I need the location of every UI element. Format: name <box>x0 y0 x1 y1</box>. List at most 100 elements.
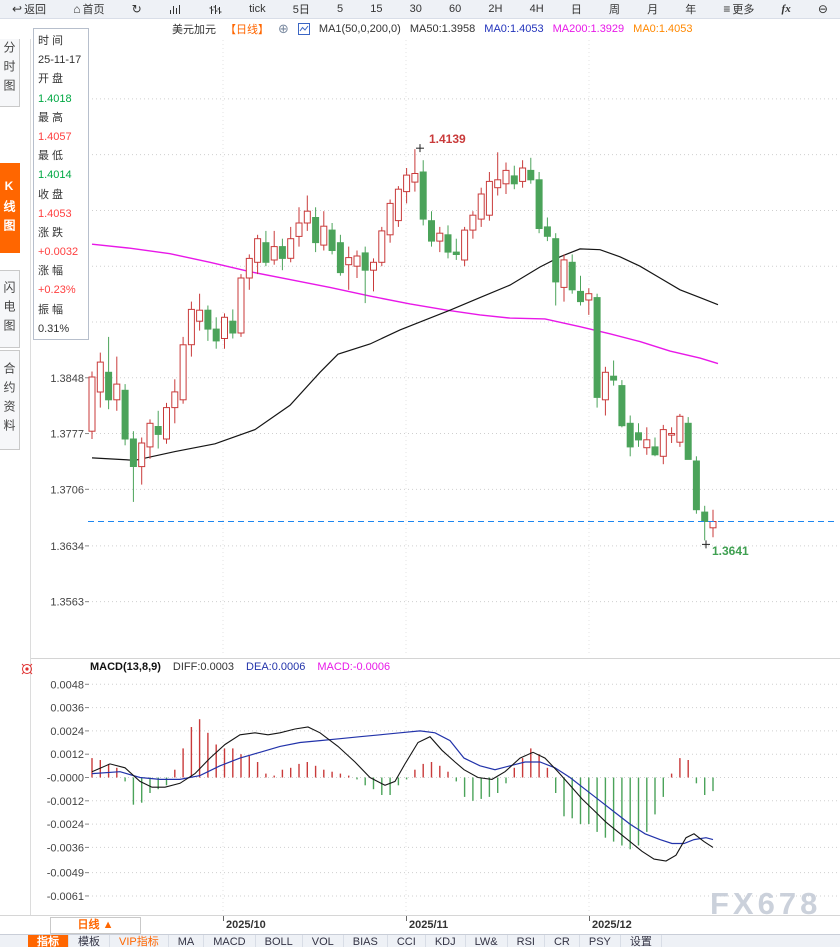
candle-up <box>485 180 493 216</box>
date-axis: 日线 ▲ 2025/10 2025/11 2025/12 <box>0 915 840 935</box>
candle-down <box>635 432 642 441</box>
candle-up <box>378 230 386 263</box>
bottom-tab-boll[interactable]: BOLL <box>256 935 303 947</box>
toolbar-tick-style-button[interactable] <box>209 4 222 15</box>
ma0-orange-value: MA0:1.4053 <box>633 23 693 35</box>
sidebar-tab-time-chart[interactable]: 分时图 <box>0 31 20 107</box>
price-axis-label: 1.3634 <box>50 541 84 553</box>
candle-up <box>411 173 419 183</box>
add-overlay-icon[interactable]: ⊕ <box>278 21 289 36</box>
candle-down <box>121 389 129 440</box>
candle-up <box>709 521 717 529</box>
period-selector-button[interactable]: 日线 ▲ <box>50 917 141 934</box>
toolbar-interval-week[interactable]: 周 <box>609 1 620 17</box>
bottom-tab-macd[interactable]: MACD <box>204 935 256 947</box>
symbol-bar: 美元加元 【日线】 ⊕ MA1(50,0,200,0) MA50:1.3958 … <box>0 19 840 39</box>
candle-down <box>361 252 369 271</box>
ma0-blue-value: MA0:1.4053 <box>484 23 544 35</box>
toolbar-interval-5[interactable]: 5 <box>337 3 343 15</box>
toolbar-interval-30[interactable]: 30 <box>410 3 422 15</box>
candle-down <box>510 175 518 185</box>
candle-up <box>96 361 104 393</box>
toolbar-fx-label: fx <box>781 3 791 15</box>
bottom-tab-cci[interactable]: CCI <box>388 935 426 947</box>
candle-up <box>320 225 328 246</box>
symbol-period-label: 【日线】 <box>225 24 269 36</box>
toolbar-refresh-button[interactable]: ↻ <box>132 3 142 15</box>
toolbar-interval-60[interactable]: 60 <box>449 3 461 15</box>
toolbar-home[interactable]: ⌂ 首页 <box>73 1 104 17</box>
macd-axis-label: -0.0000 <box>47 773 84 785</box>
toolbar-zoom-out-button[interactable]: ⊖ <box>818 3 828 15</box>
toolbar-interval-4h[interactable]: 4H <box>530 3 544 15</box>
info-label: 最 高 <box>38 111 64 124</box>
candle-up <box>394 188 402 222</box>
bottom-tab-psy[interactable]: PSY <box>580 935 621 947</box>
candle-down <box>444 234 452 253</box>
panel-divider <box>0 658 840 659</box>
kline-style-icon[interactable] <box>297 23 310 35</box>
month-tick <box>223 916 224 921</box>
symbol-name: 美元加元 <box>172 24 216 36</box>
candle-up <box>643 439 651 449</box>
candle-up <box>88 376 96 432</box>
info-label: 涨 幅 <box>38 265 64 278</box>
toolbar-interval-5d[interactable]: 5日 <box>293 1 310 17</box>
bottom-tab-cr[interactable]: CR <box>545 935 580 947</box>
candle-down <box>568 261 576 291</box>
sidebar-tab-kline-chart[interactable]: K线图 <box>0 163 20 253</box>
candle-up <box>519 167 527 182</box>
toolbar-interval-2h[interactable]: 2H <box>488 3 502 15</box>
macd-axis-label: 0.0012 <box>50 749 84 761</box>
candle-up <box>295 222 303 237</box>
candle-down <box>577 290 584 303</box>
toolbar-interval-30-label: 30 <box>409 3 422 15</box>
toolbar-interval-month[interactable]: 月 <box>647 1 658 17</box>
sidebar-tab-contract-info[interactable]: 合约资料 <box>0 350 20 450</box>
candle-up <box>179 344 187 401</box>
macd-axis-label: 0.0048 <box>50 679 84 691</box>
bottom-tab-rsi[interactable]: RSI <box>508 935 545 947</box>
toolbar-back[interactable]: ↩ 返回 <box>12 1 46 17</box>
candle-up <box>461 229 469 261</box>
bottom-tab-settings[interactable]: 设置 <box>621 935 662 947</box>
toolbar-interval-15[interactable]: 15 <box>370 3 382 15</box>
info-value: +0.23% <box>38 284 76 297</box>
ohlc-info-panel: 时 间 25-11-17 开 盘 1.4018 最 高 1.4057 最 低 1.4014 收 … <box>33 28 89 340</box>
dea-line <box>91 730 714 845</box>
toolbar-fx[interactable]: fx <box>782 3 791 15</box>
sidebar-tab-flash-chart[interactable]: 闪电图 <box>0 270 20 348</box>
candle-down <box>229 320 237 334</box>
toolbar-chart-style-button[interactable] <box>169 4 182 15</box>
candle-up <box>187 308 195 346</box>
toolbar-interval-year[interactable]: 年 <box>685 1 696 17</box>
candle-down <box>105 371 113 401</box>
toolbar-interval-tick[interactable]: tick <box>249 3 266 15</box>
toolbar-more[interactable]: ≡ 更多 <box>723 1 754 17</box>
candle-up <box>494 179 502 189</box>
macd-axis-label: -0.0012 <box>47 796 84 808</box>
candle-down <box>428 220 435 242</box>
bottom-tab-indicators[interactable]: 指标 <box>28 935 69 947</box>
candle-up <box>659 429 667 457</box>
toolbar-interval-day[interactable]: 日 <box>571 1 582 17</box>
bottom-tab-kdj[interactable]: KDJ <box>426 935 466 947</box>
bottom-tab-bias[interactable]: BIAS <box>344 935 388 947</box>
bottom-tab-templates[interactable]: 模板 <box>69 935 110 947</box>
toolbar-interval-4h-label: 4H <box>529 3 544 15</box>
candle-down <box>543 226 551 237</box>
bottom-tab-vol[interactable]: VOL <box>303 935 344 947</box>
toolbar-more-label: 更多 <box>732 4 755 16</box>
candle-up <box>676 415 684 443</box>
candle-up <box>113 383 121 401</box>
bottom-tab-lwr[interactable]: LW& <box>466 935 508 947</box>
candle-down <box>452 251 460 256</box>
bottom-tab-ma[interactable]: MA <box>169 935 205 947</box>
bottom-tab-vip-indicators[interactable]: VIP指标 <box>110 935 169 947</box>
candle-down <box>626 422 634 448</box>
toolbar-home-label: 首页 <box>82 4 105 16</box>
candle-up <box>469 214 477 231</box>
indicator-settings-icon[interactable] <box>19 661 35 677</box>
candle-up <box>403 174 411 193</box>
